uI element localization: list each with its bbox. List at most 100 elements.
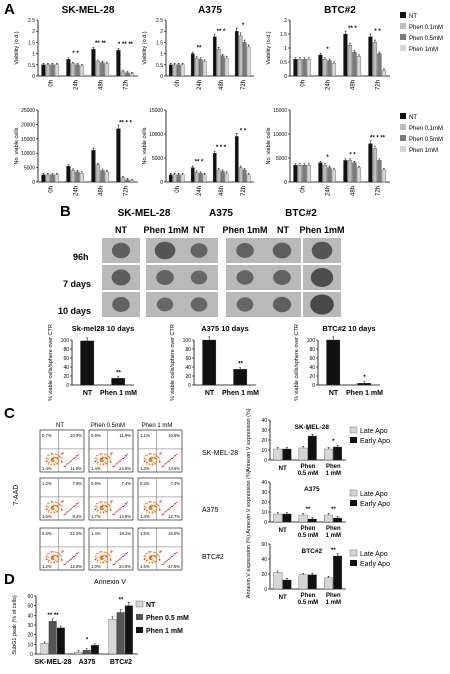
flow-event xyxy=(174,553,177,555)
flow-event xyxy=(101,506,103,508)
x-tick-label: 0h xyxy=(49,186,55,193)
flow-event xyxy=(154,457,157,460)
flow-event xyxy=(155,509,158,511)
legend-swatch-phen1 xyxy=(136,627,143,633)
y-axis-label: % viable cells/sphere over CTR xyxy=(48,324,54,401)
flow-event xyxy=(50,551,53,553)
chart-viability-a375: 0 0.5 1 1.5 2 2.5 Viability (o.d.) A375 0h ** 24h *… xyxy=(142,5,254,90)
row-label-10days: 10 days xyxy=(58,306,91,316)
flow-event xyxy=(110,509,112,511)
flow-event xyxy=(152,453,155,455)
sphere-blob xyxy=(111,242,131,259)
flow-event xyxy=(102,555,104,557)
bar xyxy=(333,446,343,461)
x-tick-label: Phen 1 mM xyxy=(222,390,259,397)
flow-event xyxy=(168,460,170,462)
flow-event xyxy=(118,508,120,510)
flow-event xyxy=(60,555,63,557)
flow-event xyxy=(71,557,73,559)
flow-event xyxy=(95,457,97,459)
quadrant-value: 1.4% xyxy=(91,466,101,471)
flow-event xyxy=(59,554,62,556)
flow-event xyxy=(52,506,54,508)
flow-event xyxy=(162,563,164,566)
flow-event xyxy=(96,458,98,460)
flow-event xyxy=(102,460,104,462)
bar xyxy=(125,72,130,77)
flow-event xyxy=(99,562,102,564)
bar xyxy=(224,173,229,183)
flow-event xyxy=(124,553,127,555)
legend-label-phen1: Phen 1mM xyxy=(409,47,438,53)
flow-event xyxy=(110,453,112,456)
flow-event xyxy=(48,509,50,511)
legend-label-nt: NT xyxy=(409,115,417,121)
flow-plot-frame xyxy=(39,477,85,521)
flow-plot-frame xyxy=(88,477,134,521)
flow-event xyxy=(111,550,113,552)
bar xyxy=(234,31,239,77)
flow-event xyxy=(123,504,126,506)
x-tick-label: 1 mM xyxy=(326,600,341,606)
bar xyxy=(297,59,303,77)
chart-subg1: 0 10 20 30 40 50 60 SubG1 peak (% of cells) ** *… xyxy=(12,594,138,666)
y-tick-label: 1 xyxy=(284,46,287,52)
flow-event xyxy=(73,457,76,460)
bar xyxy=(318,162,323,183)
flow-event xyxy=(99,464,102,466)
flow-event xyxy=(167,508,169,510)
significance-label: * xyxy=(326,155,329,161)
legend-label-phen05: Phen 0.5mM xyxy=(409,36,443,42)
flow-event xyxy=(105,457,108,460)
flow-event xyxy=(104,559,106,562)
bar xyxy=(381,70,387,77)
significance-label: ** * ** xyxy=(370,136,386,142)
flow-event xyxy=(144,508,146,510)
x-tick-label: 48h xyxy=(351,186,357,196)
quadrant-value: 1.1% xyxy=(140,433,150,438)
flow-event xyxy=(144,555,146,557)
bar xyxy=(307,574,317,590)
flow-event xyxy=(116,561,118,563)
quadrant-value: 13.6% xyxy=(168,466,180,471)
flow-event xyxy=(102,457,104,459)
column-title-btc2: BTC#2 xyxy=(285,208,317,219)
bar xyxy=(100,62,105,77)
flow-event xyxy=(156,455,159,458)
significance-label: * xyxy=(363,375,366,381)
x-tick-label: Phen xyxy=(301,464,316,470)
flow-event xyxy=(52,458,54,460)
flow-event xyxy=(52,551,54,553)
quadrant-value: 0.9% xyxy=(91,481,101,486)
flow-event xyxy=(116,511,118,513)
flow-event xyxy=(55,509,57,512)
flow-event xyxy=(151,555,153,557)
flow-event xyxy=(54,501,57,503)
flow-event xyxy=(95,460,97,462)
column-label-phen: Phen 1mM xyxy=(143,225,188,235)
bar xyxy=(124,605,133,655)
bar xyxy=(91,48,96,77)
flow-event xyxy=(102,558,104,560)
flow-event xyxy=(105,551,107,554)
bar xyxy=(120,71,126,77)
flow-event xyxy=(47,502,49,505)
flow-event xyxy=(112,563,114,566)
y-tick-label: 40 xyxy=(27,613,33,619)
legend-swatch-phen05 xyxy=(400,34,406,40)
flow-event xyxy=(96,552,98,555)
flow-event xyxy=(150,556,152,558)
flow-event xyxy=(148,551,151,553)
flow-event xyxy=(47,458,49,460)
flow-event xyxy=(171,505,174,508)
flow-event xyxy=(159,559,161,561)
flow-event xyxy=(145,561,148,563)
bar xyxy=(54,174,60,183)
flow-event xyxy=(120,507,122,509)
x-tick-label: 1 mM xyxy=(326,471,341,477)
flow-event xyxy=(163,562,165,564)
flow-event xyxy=(167,558,169,560)
legend-swatch-phen01 xyxy=(400,124,406,130)
sphere-blob xyxy=(236,297,254,312)
flow-event xyxy=(119,460,121,462)
